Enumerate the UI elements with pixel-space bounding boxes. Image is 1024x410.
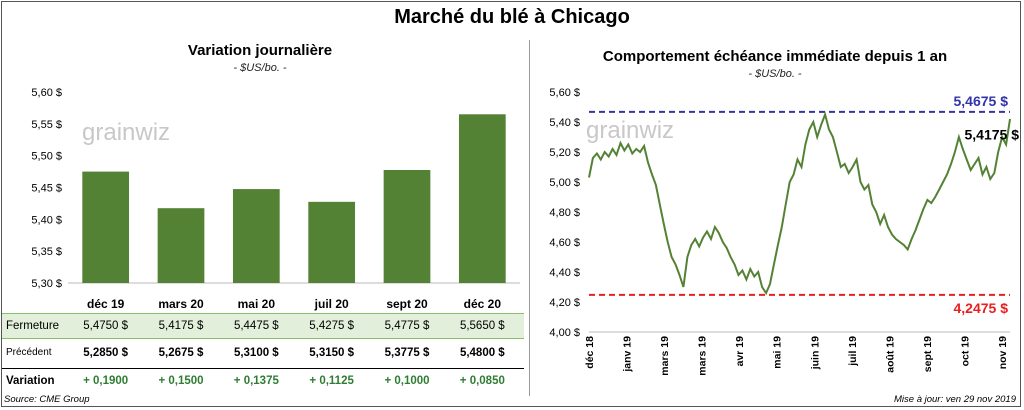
bar — [383, 169, 431, 283]
table-cell: 5,4175 $ — [158, 320, 204, 332]
panel-divider — [529, 40, 530, 396]
table-cell: + 0,1000 — [384, 375, 430, 387]
y-tick-label: 4,00 $ — [549, 327, 580, 339]
x-tick-label: juil 20 — [314, 297, 349, 311]
y-tick-label: 5,60 $ — [31, 87, 62, 99]
table-cell: 5,3775 $ — [384, 347, 430, 359]
x-tick-label: mars 19 — [659, 336, 671, 376]
table-cell: 5,2675 $ — [158, 347, 204, 359]
row-label-variation: Variation — [6, 375, 55, 387]
watermark-logo: grainwiz — [82, 119, 170, 146]
source-note: Source: CME Group — [4, 394, 90, 405]
x-tick-label: nov 19 — [997, 336, 1009, 369]
table-cell: 5,4775 $ — [384, 320, 430, 332]
right-chart-unit: - $US/bo. - — [748, 68, 802, 80]
y-tick-label: 5,30 $ — [31, 278, 62, 290]
y-tick-label: 5,45 $ — [31, 183, 62, 195]
x-tick-label: sept 20 — [386, 297, 428, 311]
last-value-label: 5,4175 $ — [965, 126, 1020, 142]
x-tick-label: déc 18 — [584, 336, 596, 369]
x-tick-label: janv 19 — [622, 336, 634, 373]
watermark-logo: grainwiz — [586, 117, 674, 144]
y-tick-label: 5,35 $ — [31, 246, 62, 258]
table-cell: + 0,1500 — [158, 375, 204, 387]
low-value-label: 4,2475 $ — [954, 300, 1009, 316]
y-tick-label: 4,60 $ — [549, 237, 580, 249]
table-cell: + 0,1900 — [83, 375, 129, 387]
row-label-close: Fermeture — [6, 320, 60, 332]
left-chart-unit: - $US/bo. - — [233, 62, 287, 74]
x-tick-label: août 19 — [884, 336, 896, 373]
bar — [308, 201, 356, 283]
table-cell: 5,3150 $ — [309, 347, 355, 359]
table-cell: 5,4800 $ — [459, 347, 505, 359]
x-tick-label: déc 19 — [87, 297, 125, 311]
bar-chart: grainwiz 5,30 $ 5,35 $ 5,40 $ 5,45 $ 5,50 $ 5… — [31, 87, 520, 311]
table-cell: 5,4750 $ — [83, 320, 129, 332]
y-tick-label: 4,80 $ — [549, 207, 580, 219]
bar — [458, 114, 506, 284]
y-tick-label: 5,40 $ — [31, 214, 62, 226]
y-tick-label: 5,55 $ — [31, 119, 62, 131]
table-cell: + 0,1125 — [309, 375, 354, 387]
table-row-variation: Variation + 0,1900 + 0,1500 + 0,1375 + 0,11… — [2, 368, 524, 393]
left-chart-title: Variation journalière — [187, 42, 333, 59]
y-tick-label: 5,20 $ — [549, 147, 580, 159]
table-cell: 5,4275 $ — [309, 320, 355, 332]
table-cell: 5,5650 $ — [459, 320, 505, 332]
bar — [232, 189, 280, 283]
watermark-text: grainwiz — [82, 119, 170, 146]
table-cell: 5,2850 $ — [83, 347, 129, 359]
x-tick-label: avr 19 — [734, 336, 746, 367]
bar — [157, 208, 205, 283]
page-title: Marché du blé à Chicago — [394, 6, 630, 28]
high-value-label: 5,4675 $ — [954, 93, 1009, 109]
y-tick-label: 4,40 $ — [549, 267, 580, 279]
x-tick-label: mars 19 — [697, 336, 709, 376]
bar — [82, 171, 130, 283]
table-cell: 5,3100 $ — [233, 347, 279, 359]
y-tick-label: 5,50 $ — [31, 151, 62, 163]
x-tick-label: oct 19 — [959, 336, 971, 367]
y-tick-label: 5,00 $ — [549, 177, 580, 189]
x-tick-label: mars 20 — [158, 297, 204, 311]
watermark-text: grainwiz — [586, 117, 674, 144]
x-tick-label: juin 19 — [809, 336, 821, 370]
table-cell: 5,4475 $ — [233, 320, 279, 332]
x-tick-label: mai 19 — [772, 336, 784, 369]
y-tick-label: 5,40 $ — [549, 117, 580, 129]
row-label-previous: Précédent — [6, 347, 52, 358]
y-tick-label: 4,20 $ — [549, 297, 580, 309]
x-tick-label: sept 19 — [922, 336, 934, 372]
updated-note: Mise à jour: ven 29 nov 2019 — [894, 394, 1016, 405]
y-tick-label: 5,60 $ — [549, 87, 580, 99]
right-chart-title: Comportement échéance immédiate depuis 1… — [602, 48, 948, 65]
table-cell: + 0,0850 — [459, 375, 505, 387]
x-tick-label: mai 20 — [238, 297, 276, 311]
x-tick-label: juil 19 — [847, 336, 859, 367]
line-chart: grainwiz 4,00 $ 4,20 $ 4,40 $ 4,60 $ 4,80 $ 5… — [549, 87, 1020, 376]
price-series-line — [588, 111, 1011, 296]
table-row-previous: Précédent 5,2850 $ 5,2675 $ 5,3100 $ 5,3150… — [2, 341, 524, 365]
table-cell: + 0,1375 — [233, 375, 279, 387]
x-tick-label: déc 20 — [464, 297, 502, 311]
table-row-close: Fermeture 5,4750 $ 5,4175 $ 5,4475 $ 5,4275… — [2, 313, 524, 339]
